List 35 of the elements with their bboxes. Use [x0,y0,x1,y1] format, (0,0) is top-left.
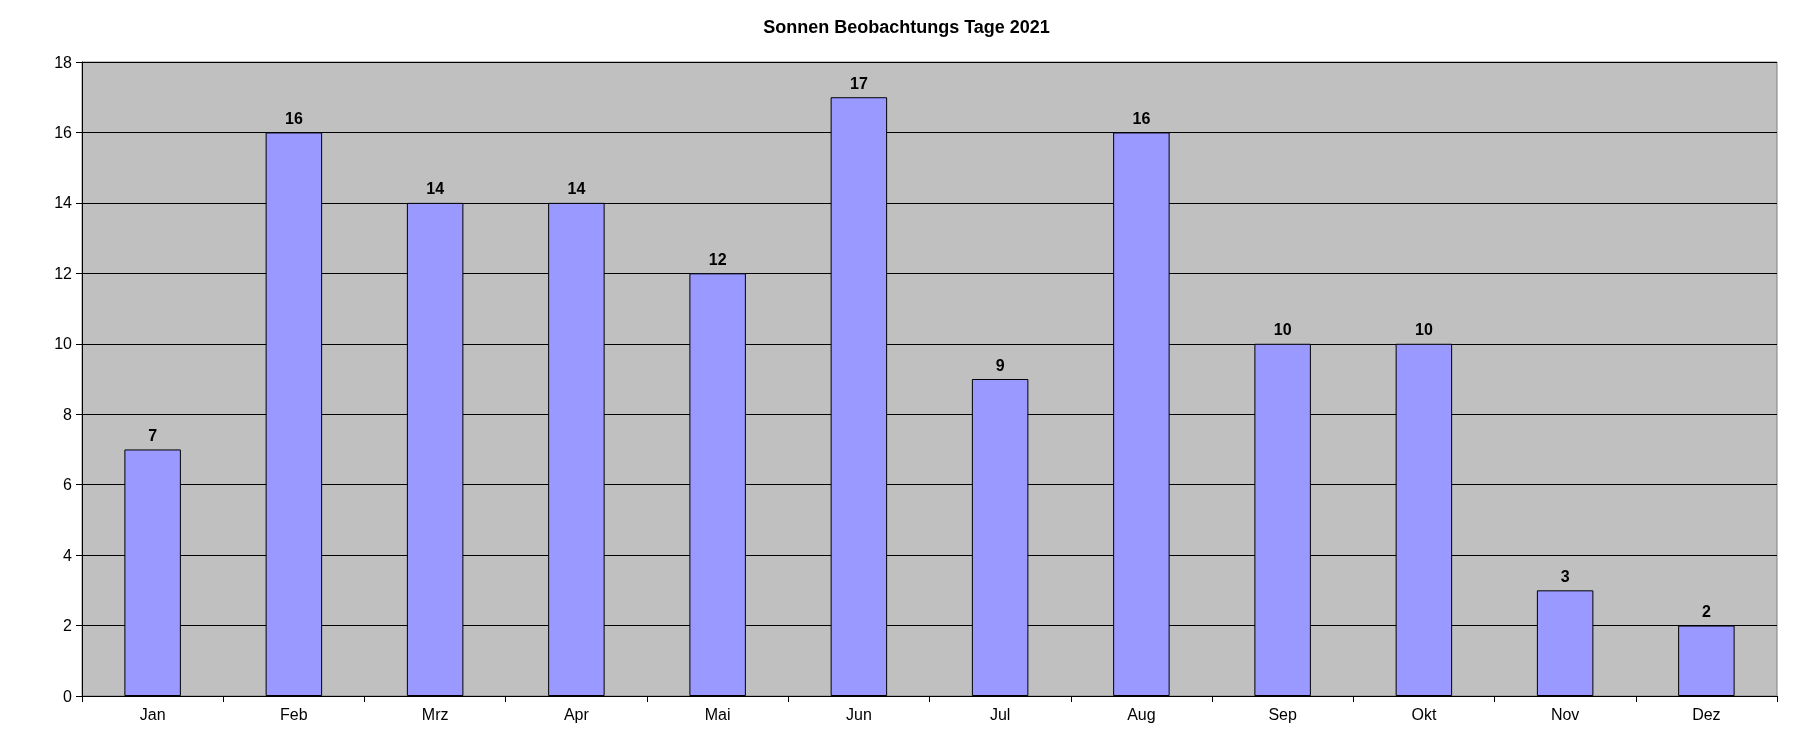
data-label: 17 [849,74,868,92]
x-tick-label: Apr [563,705,590,723]
x-tick-label: Sep [1268,705,1297,723]
y-tick-label: 6 [63,476,73,494]
x-tick-label: Mrz [421,705,449,723]
data-label: 9 [995,356,1005,374]
x-tick-label: Dez [1692,705,1721,723]
x-tick-label: Mai [704,705,731,723]
x-tick-label: Nov [1550,705,1580,723]
y-tick-label: 14 [54,194,73,212]
data-label: 16 [284,109,303,127]
data-label: 14 [567,180,586,198]
y-tick-label: 8 [63,405,73,423]
chart-title: Sonnen Beobachtungs Tage 2021 [763,17,1050,37]
data-label: 2 [1701,603,1711,621]
y-tick-label: 16 [54,123,73,141]
y-tick-label: 0 [63,687,73,705]
data-label: 14 [426,180,445,198]
x-tick-label: Jun [845,705,872,723]
data-label: 7 [148,426,158,444]
x-tick-label: Jan [139,705,166,723]
data-label: 12 [708,250,727,268]
x-tick-label: Okt [1411,705,1437,723]
x-tick-label: Feb [280,705,308,723]
data-label: 16 [1132,109,1151,127]
x-tick-label: Jul [989,705,1011,723]
y-tick-label: 10 [54,335,73,353]
y-tick-label: 2 [63,617,73,635]
y-tick-label: 18 [54,53,73,71]
data-label: 10 [1414,321,1433,339]
y-tick-label: 4 [63,546,73,564]
data-label: 3 [1560,567,1570,585]
y-tick-label: 12 [54,264,73,282]
data-label: 10 [1273,321,1292,339]
x-tick-label: Aug [1127,705,1156,723]
